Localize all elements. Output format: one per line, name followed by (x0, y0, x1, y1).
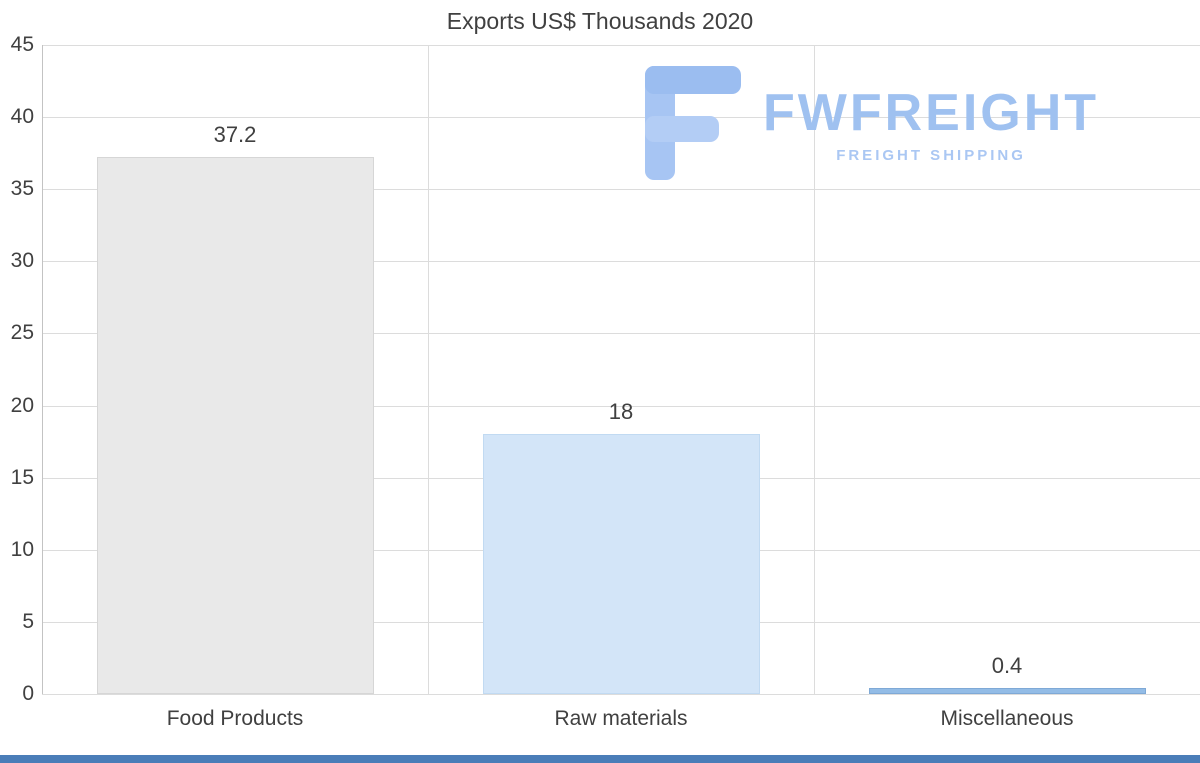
y-tick-label: 15 (10, 466, 34, 489)
logo-tagline: FREIGHT SHIPPING (836, 147, 1026, 164)
category-label-miscellaneous: Miscellaneous (940, 707, 1074, 730)
gridline-horizontal (42, 406, 1200, 407)
fwfreight-logo: FWFREIGHT FREIGHT SHIPPING (645, 66, 1099, 185)
bottom-accent-strip (0, 755, 1200, 763)
chart-title: Exports US$ Thousands 2020 (446, 8, 754, 34)
gridline-horizontal (42, 189, 1200, 190)
y-tick-label: 45 (10, 33, 34, 56)
bar-miscellaneous (869, 688, 1146, 694)
bar-food-products (97, 157, 374, 694)
gridline-vertical (814, 45, 815, 694)
gridline-horizontal (42, 694, 1200, 695)
category-label-raw-materials: Raw materials (554, 707, 688, 730)
bar-value-label-raw-materials: 18 (608, 399, 634, 424)
category-label-food-products: Food Products (166, 707, 304, 730)
y-axis-line (42, 45, 43, 694)
bar-value-label-miscellaneous: 0.4 (991, 653, 1023, 678)
y-tick-label: 10 (10, 538, 34, 561)
y-tick-label: 20 (10, 394, 34, 417)
y-tick-label: 25 (10, 321, 34, 344)
y-tick-label: 30 (10, 249, 34, 272)
bar-value-label-food-products: 37.2 (213, 122, 257, 147)
gridline-horizontal (42, 117, 1200, 118)
y-tick-label: 35 (10, 177, 34, 200)
y-tick-label: 0 (22, 682, 34, 705)
bar-raw-materials (483, 434, 760, 694)
y-tick-label: 5 (22, 610, 34, 633)
y-tick-label: 40 (10, 105, 34, 128)
gridline-horizontal (42, 333, 1200, 334)
gridline-vertical (428, 45, 429, 694)
fwfreight-logo-icon (645, 66, 745, 185)
logo-text: FWFREIGHT (763, 84, 1100, 142)
gridline-horizontal (42, 261, 1200, 262)
gridline-horizontal (42, 45, 1200, 46)
